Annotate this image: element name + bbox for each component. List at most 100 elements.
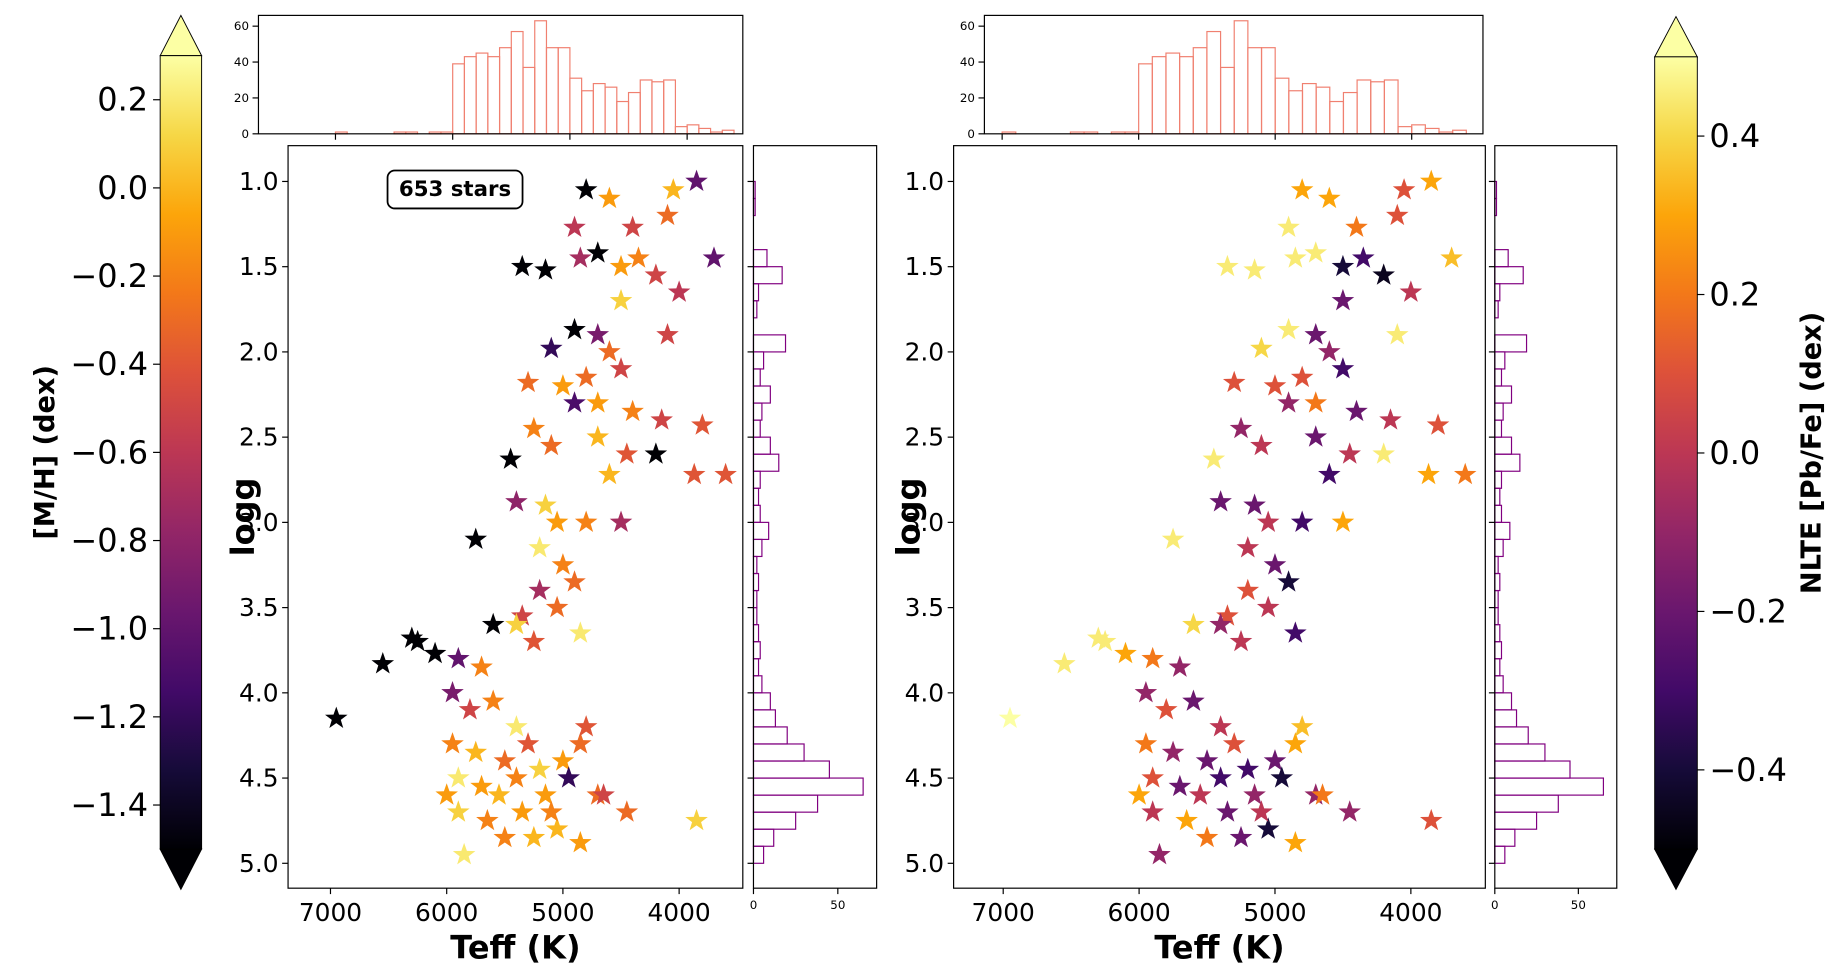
colorbar-label: NLTE [Pb/Fe] (dex) <box>1797 312 1828 594</box>
star-point <box>493 825 517 848</box>
colorbar-tick-label: 0.0 <box>97 169 148 207</box>
histogram-bar <box>1424 127 1440 135</box>
star-point <box>551 374 575 396</box>
star-point <box>325 706 348 728</box>
star-point <box>1352 246 1375 268</box>
histogram-bar <box>1494 794 1559 813</box>
star-point <box>1284 830 1307 853</box>
colorbar-tick-label: −0.4 <box>1709 751 1787 789</box>
star-point <box>1263 553 1287 575</box>
star-point <box>1209 766 1232 788</box>
star-point <box>656 323 679 345</box>
star-point <box>1243 783 1266 805</box>
star-point <box>1338 442 1361 464</box>
star-point <box>1419 169 1443 192</box>
histogram-bar <box>752 419 761 438</box>
histogram-bar <box>487 56 501 135</box>
y-tick-label: 40 <box>234 55 249 69</box>
star-point <box>644 263 668 285</box>
histogram-bar <box>1315 86 1331 135</box>
star-point <box>1318 186 1341 209</box>
star-point <box>1284 732 1307 754</box>
histogram-bar <box>1494 402 1504 421</box>
x-tick-label: 5000 <box>1243 898 1306 927</box>
histogram-bar <box>1494 811 1538 830</box>
histogram-bar <box>752 385 771 404</box>
star-point <box>1256 595 1280 618</box>
histogram-bar <box>463 56 477 135</box>
colorbar-tick-label: −1.0 <box>70 610 148 648</box>
histogram-bar <box>1192 47 1208 135</box>
star-point <box>563 391 586 413</box>
y-tick-label: 3.5 <box>239 593 279 622</box>
star-point <box>1175 808 1198 831</box>
y-tick-label: 3.0 <box>905 508 945 537</box>
histogram-bar <box>651 81 665 135</box>
star-point <box>1386 203 1409 226</box>
star-point <box>499 447 522 469</box>
star-point <box>540 433 563 456</box>
histogram-bar <box>1383 79 1399 135</box>
star-point <box>574 178 598 200</box>
star-point <box>574 510 598 532</box>
histogram-bar <box>1356 79 1372 135</box>
star-point <box>1277 570 1300 592</box>
star-point <box>621 399 644 422</box>
star-point <box>1270 766 1294 788</box>
star-point <box>545 817 569 839</box>
histogram-bar <box>1494 368 1503 387</box>
histogram-bar <box>752 760 830 779</box>
x-axis-label: Teff (K) <box>450 928 580 966</box>
histogram-bar <box>1494 385 1513 404</box>
star-point <box>1209 490 1232 512</box>
star-point <box>1426 413 1450 435</box>
star-point <box>1236 757 1260 780</box>
star-point <box>1386 323 1409 345</box>
histogram-bar <box>752 266 783 285</box>
colorbar-tick-label: −1.2 <box>70 698 148 736</box>
histogram-bar <box>1260 47 1276 135</box>
histogram-bar <box>1494 641 1503 660</box>
histogram-bar <box>1494 658 1501 677</box>
star-point <box>1311 783 1334 805</box>
axes-frame <box>1494 145 1618 889</box>
y-tick-label: 3.5 <box>905 593 945 622</box>
histogram-bar <box>752 402 763 421</box>
histogram-bar <box>498 47 512 135</box>
histogram-bar <box>1151 56 1167 135</box>
star-point <box>545 595 569 618</box>
colorbar-extend-top <box>1653 15 1699 58</box>
y-tick-label: 1.0 <box>239 167 279 196</box>
star-point <box>1399 280 1423 302</box>
y-axis-label: logg <box>890 478 928 557</box>
axes-frame <box>983 14 1484 135</box>
y-tick-label: 5.0 <box>239 849 279 878</box>
star-point <box>505 715 528 737</box>
star-point <box>1290 510 1314 532</box>
x-tick-label: 7000 <box>299 898 362 927</box>
star-point <box>615 800 639 822</box>
star-point <box>505 766 528 788</box>
colorbar-tick-label: 0.4 <box>1709 117 1760 155</box>
histogram-bar <box>1179 56 1194 135</box>
star-point <box>1277 317 1300 340</box>
histogram-bar <box>1494 266 1524 285</box>
star-point <box>534 258 557 280</box>
star-point <box>516 370 540 393</box>
star-point <box>551 553 575 575</box>
colorbar-extend-bottom <box>159 848 203 891</box>
star-point <box>998 706 1022 728</box>
star-point <box>470 655 493 677</box>
star-point <box>510 800 534 822</box>
star-point <box>569 830 592 853</box>
colorbar-label: [M/H] (dex) <box>30 365 61 540</box>
histogram-bar <box>752 709 776 728</box>
y-tick-label: 2.5 <box>239 423 279 452</box>
star-point <box>522 416 546 439</box>
star-point <box>481 612 505 635</box>
histogram-bar <box>1219 66 1235 135</box>
histogram-bar <box>752 351 765 370</box>
histogram-bar <box>752 538 763 558</box>
star-point <box>1093 629 1117 652</box>
